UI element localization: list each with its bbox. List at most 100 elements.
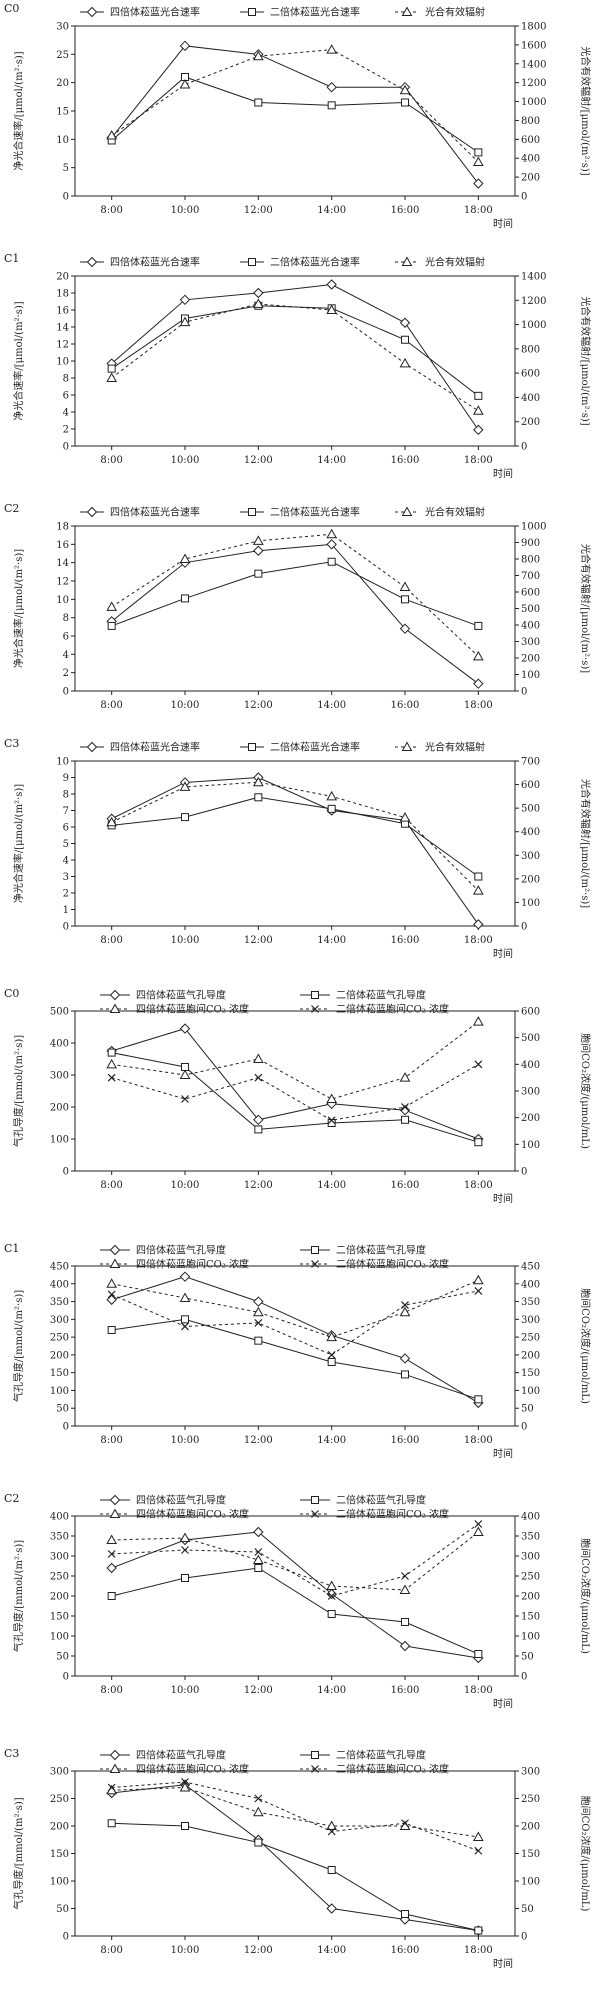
data-point: [474, 1520, 483, 1528]
data-point: [254, 98, 263, 107]
legend-marker: [401, 741, 413, 751]
plot-frame: [74, 760, 516, 927]
legend-marker: [401, 506, 413, 516]
data-point: [252, 1554, 264, 1564]
series-line: [111, 561, 479, 627]
plot-frame: [74, 525, 516, 692]
data-point: [401, 335, 409, 344]
y-right-tick-label: 800: [521, 344, 540, 355]
y-left-axis-label: 净光合速率/[μmol/(m²·s)]: [12, 784, 25, 903]
y-right-axis-label: 胞间CO₂浓度/(μmol/mL): [579, 1538, 592, 1654]
y-right-tick-label: 200: [521, 874, 540, 885]
data-point: [106, 601, 118, 611]
data-point: [327, 1350, 336, 1359]
data-point: [472, 1831, 484, 1841]
data-point: [399, 1640, 411, 1652]
data-point: [327, 1592, 336, 1600]
y-right-tick-label: 1000: [521, 522, 546, 533]
y-left-tick-label: 20: [56, 272, 69, 283]
y-right-axis-label: 胞间CO₂浓度/(μmol/mL): [579, 1033, 592, 1149]
data-point: [179, 294, 191, 306]
y-right-tick-label: 500: [521, 604, 540, 615]
legend-marker: [311, 1260, 319, 1268]
y-left-tick-label: 250: [50, 1572, 69, 1583]
data-point: [253, 545, 264, 556]
data-point: [474, 1650, 483, 1658]
y-left-tick-label: 15: [56, 107, 69, 118]
y-left-tick-label: 200: [50, 1592, 69, 1603]
legend-label: 四倍体菘蓝光合速率: [110, 506, 200, 519]
data-point: [473, 678, 484, 689]
x-axis-label: 时间: [493, 947, 513, 960]
data-point: [473, 424, 484, 436]
series-2: [107, 1564, 483, 1658]
x-tick-label: 16:00: [391, 1180, 420, 1191]
y-left-tick-label: 4: [63, 856, 69, 867]
x-tick-label: 12:00: [244, 935, 273, 946]
y-left-tick-label: 300: [50, 1315, 69, 1326]
series-1: [106, 772, 484, 930]
y-right-tick-label: 0: [521, 687, 527, 698]
data-point: [399, 1353, 411, 1364]
y-right-tick-label: 600: [521, 588, 540, 599]
data-point: [254, 793, 263, 802]
series-1: [106, 539, 484, 689]
y-left-axis-label: 气孔导度/[mmol/(m²·s)]: [12, 1797, 25, 1909]
x-tick-label: 8:00: [100, 205, 122, 216]
legend-item: 光合有效辐射: [395, 6, 485, 19]
data-point: [472, 885, 484, 895]
data-point: [474, 1395, 483, 1404]
y-left-axis-label: 气孔导度/[mmol/(m²·s)]: [12, 1540, 25, 1652]
y-right-tick-label: 0: [521, 442, 527, 453]
x-tick-label: 8:00: [100, 1945, 122, 1956]
legend-item: 四倍体菘蓝气孔导度: [100, 1244, 226, 1257]
series-3: [106, 776, 484, 895]
y-left-tick-label: 14: [56, 323, 69, 334]
legend-marker: [86, 6, 98, 18]
y-left-tick-label: 20: [56, 78, 69, 89]
y-left-tick-label: 0: [63, 1932, 69, 1943]
y-right-tick-label: 1800: [521, 22, 546, 33]
y-left-tick-label: 100: [50, 1877, 69, 1888]
data-point: [254, 1336, 263, 1345]
panel-label: C2: [4, 1492, 19, 1505]
legend-marker: [248, 508, 256, 516]
y-right-axis-label: 光合有效辐射/[μmol/(m²·s)]: [579, 544, 592, 673]
data-point: [399, 84, 411, 95]
data-point: [401, 1370, 409, 1379]
y-right-tick-label: 1000: [521, 320, 546, 331]
y-right-tick-label: 250: [521, 1572, 540, 1583]
y-left-tick-label: 1: [63, 905, 69, 916]
y-right-tick-label: 100: [521, 670, 540, 681]
y-left-tick-label: 7: [63, 806, 69, 817]
data-point: [327, 804, 336, 813]
y-left-tick-label: 300: [50, 1767, 69, 1778]
data-point: [326, 279, 337, 290]
x-tick-label: 10:00: [171, 1685, 200, 1696]
series-line: [111, 283, 479, 431]
y-left-tick-label: 250: [50, 1794, 69, 1805]
y-right-tick-label: 250: [521, 1333, 540, 1344]
panel-label: C0: [4, 987, 19, 1000]
legend-item: 二倍体菘蓝胞间CO₂ 浓度: [300, 1763, 449, 1776]
series-2: [107, 1819, 483, 1935]
x-tick-label: 16:00: [391, 1685, 420, 1696]
data-point: [106, 1562, 117, 1574]
series-3: [106, 1781, 484, 1841]
chart-panel-6: C1 0 50 100 150 200 250 300 350 400 450 0 50 100 150 20…: [4, 1242, 592, 1460]
legend-label: 四倍体菘蓝胞间CO₂ 浓度: [136, 1258, 249, 1271]
series-line: [111, 1279, 479, 1338]
series-line: [111, 1784, 479, 1931]
y-right-tick-label: 800: [521, 555, 540, 566]
data-point: [181, 813, 189, 822]
legend-item: 二倍体菘蓝光合速率: [240, 741, 360, 754]
y-right-axis-label: 胞间CO₂浓度/(μmol/mL): [579, 1796, 592, 1912]
series-line: [111, 776, 479, 925]
data-point: [474, 148, 483, 157]
legend-item: 四倍体菘蓝光合速率: [80, 506, 200, 519]
y-right-tick-label: 200: [521, 1592, 540, 1603]
data-point: [179, 1271, 191, 1282]
legend-item: 二倍体菘蓝胞间CO₂ 浓度: [300, 1003, 449, 1016]
x-tick-label: 8:00: [100, 455, 122, 466]
legend-label: 四倍体菘蓝胞间CO₂ 浓度: [136, 1763, 249, 1776]
